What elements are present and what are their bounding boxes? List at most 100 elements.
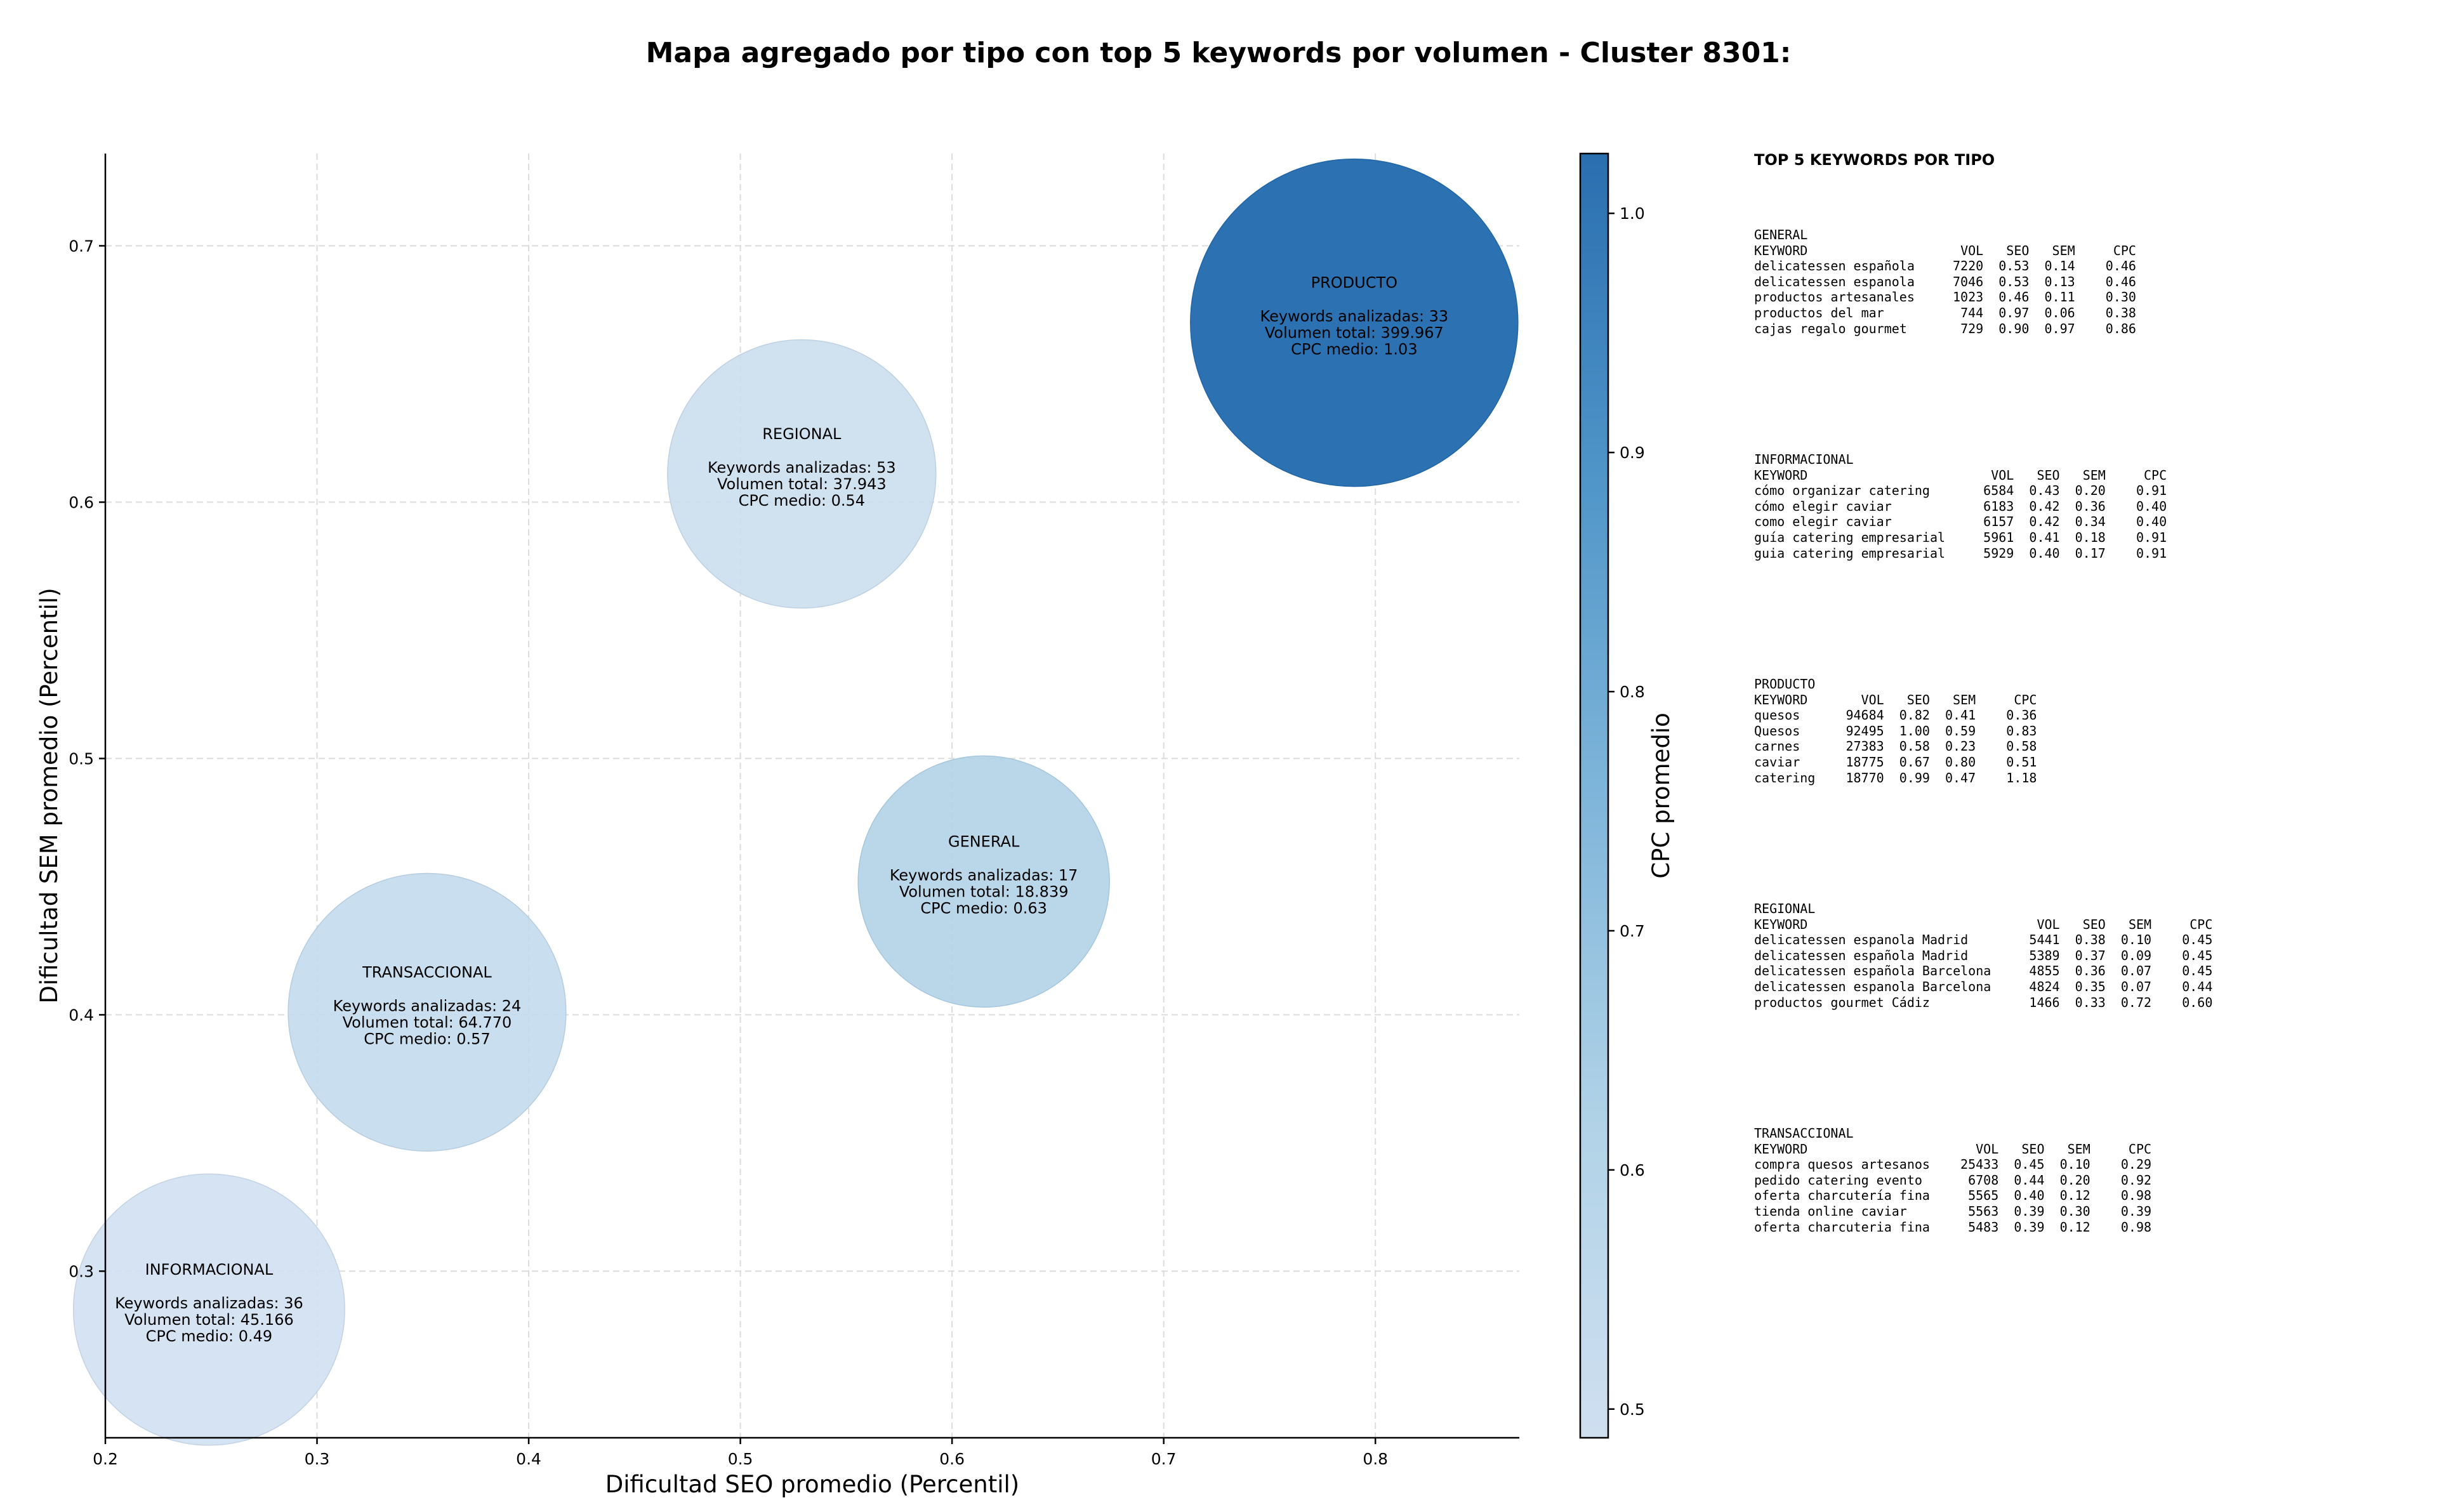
keywords-row: delicatessen española Barcelona 4855 0.36 0…	[1754, 963, 2212, 979]
keywords-cell: 6708	[1968, 1172, 1999, 1188]
keywords-row: como elegir caviar 6157 0.42 0.34 0.40	[1754, 514, 2167, 530]
colorbar-tick-label: 0.8	[1620, 683, 1645, 701]
keywords-cell: caviar	[1754, 754, 1800, 770]
bubble-label-name: REGIONAL	[762, 425, 842, 443]
y-ticks: 0.3 0.4 0.5 0.6 0.7	[69, 237, 105, 1280]
x-tick-label: 0.7	[1151, 1450, 1177, 1468]
bubble-label-name: INFORMACIONAL	[145, 1261, 274, 1279]
bubble-label-name: GENERAL	[948, 832, 1020, 850]
keywords-cell: SEM	[2082, 467, 2106, 483]
keywords-cell: KEYWORD	[1754, 1141, 1808, 1157]
keywords-cell: 0.20	[2059, 1172, 2090, 1188]
colorbar-label: CPC promedio	[1648, 713, 1675, 878]
keywords-row: cajas regalo gourmet 729 0.90 0.97 0.86	[1754, 321, 2136, 337]
keywords-cell: delicatessen espanola	[1754, 273, 1915, 289]
keywords-cell: 0.39	[2014, 1219, 2045, 1235]
keywords-row: oferta charcutería fina 5565 0.40 0.12 0.98	[1754, 1188, 2151, 1204]
keywords-cell: 0.17	[2075, 545, 2106, 561]
keywords-cell: VOL	[1991, 467, 2014, 483]
keywords-cell: SEM	[2067, 1141, 2090, 1157]
y-tick-label: 0.7	[69, 237, 94, 255]
bubble-label-volume: Volumen total: 45.166	[124, 1311, 294, 1329]
bubble-circle	[1190, 158, 1519, 487]
x-tick-label: 0.2	[93, 1450, 118, 1468]
keywords-cell: VOL	[1976, 1141, 1999, 1157]
keywords-row: guía catering empresarial 5961 0.41 0.18 0.9…	[1754, 530, 2167, 546]
keywords-cell: 0.36	[2075, 963, 2106, 979]
y-tick-label: 0.5	[69, 749, 94, 768]
keywords-cell: compra quesos artesanos	[1754, 1157, 1930, 1173]
keywords-cell: VOL	[1960, 242, 1984, 258]
keywords-cell: 0.23	[1945, 739, 1976, 754]
keywords-group-name: REGIONAL	[1754, 901, 1816, 916]
keywords-cell: 0.51	[2006, 754, 2037, 770]
keywords-row: delicatessen espanola 7046 0.53 0.13 0.46	[1754, 274, 2136, 290]
keywords-cell: 0.46	[2105, 273, 2136, 289]
keywords-cell: 0.39	[2120, 1203, 2152, 1219]
keywords-header-row: KEYWORD VOL SEO SEM CPC	[1754, 243, 2136, 259]
keywords-cell: quesos	[1754, 707, 1800, 723]
keywords-cell: 5961	[1983, 529, 2014, 545]
keywords-cell: 18770	[1846, 770, 1884, 786]
x-tick-label: 0.8	[1363, 1450, 1388, 1468]
keywords-cell: 5563	[1968, 1203, 1999, 1219]
keywords-cell: 0.30	[2059, 1203, 2090, 1219]
keywords-cell: 0.36	[2006, 707, 2037, 723]
keywords-panel-heading: TOP 5 KEYWORDS POR TIPO	[1754, 151, 1995, 169]
keywords-cell: 0.92	[2120, 1172, 2152, 1188]
keywords-cell: 0.60	[2182, 994, 2213, 1010]
bubble-label-volume: Volumen total: 399.967	[1265, 324, 1444, 342]
keywords-cell: 0.90	[1998, 320, 2030, 336]
keywords-cell: 744	[1960, 305, 1984, 320]
keywords-cell: delicatessen espanola Madrid	[1754, 932, 1969, 948]
keywords-cell: 0.10	[2059, 1157, 2090, 1173]
keywords-cell: 0.47	[1945, 770, 1976, 786]
keywords-cell: 27383	[1846, 739, 1884, 754]
colorbar-tick-label: 0.9	[1620, 444, 1645, 462]
keywords-cell: 0.44	[2182, 978, 2213, 994]
keywords-cell: catering	[1754, 770, 1816, 786]
keywords-cell: 0.43	[2029, 483, 2060, 499]
x-ticks: 0.2 0.3 0.4 0.5 0.6 0.7 0.8	[93, 1438, 1388, 1468]
keywords-cell: delicatessen española	[1754, 258, 1915, 274]
keywords-row: cómo organizar catering 6584 0.43 0.20 0.91	[1754, 483, 2167, 499]
keywords-cell: 0.86	[2105, 320, 2136, 336]
keywords-cell: 0.98	[2120, 1188, 2152, 1204]
keywords-row: oferta charcuteria fina 5483 0.39 0.12 0.98	[1754, 1219, 2151, 1235]
keywords-cell: CPC	[2144, 467, 2167, 483]
y-tick-label: 0.3	[69, 1262, 94, 1280]
x-tick-label: 0.6	[939, 1450, 965, 1468]
keywords-group-name: TRANSACCIONAL	[1754, 1126, 1854, 1141]
bubble-label-keywords: Keywords analizadas: 36	[115, 1294, 303, 1312]
keywords-cell: 0.91	[2136, 545, 2167, 561]
keywords-cell: 0.10	[2120, 932, 2152, 948]
keywords-cell: KEYWORD	[1754, 692, 1808, 707]
keywords-cell: 0.58	[2006, 739, 2037, 754]
bubble-label-cpc: CPC medio: 1.03	[1291, 341, 1418, 358]
keywords-cell: 0.39	[2014, 1203, 2045, 1219]
keywords-cell: 0.07	[2120, 963, 2152, 979]
keywords-cell: 0.40	[2029, 545, 2060, 561]
keywords-cell: CPC	[2014, 692, 2037, 707]
keywords-cell: 0.13	[2044, 273, 2075, 289]
keywords-cell: 0.46	[1998, 289, 2030, 305]
keywords-row: carnes 27383 0.58 0.23 0.58	[1754, 739, 2037, 754]
keywords-cell: 92495	[1846, 723, 1884, 739]
keywords-cell: cómo organizar catering	[1754, 483, 1930, 499]
bubble-label-volume: Volumen total: 64.770	[343, 1013, 512, 1031]
keywords-cell: 0.45	[2182, 963, 2213, 979]
keywords-cell: guia catering empresarial	[1754, 545, 1946, 561]
keywords-row: delicatessen espanola Barcelona 4824 0.35 0…	[1754, 979, 2212, 995]
keywords-row: caviar 18775 0.67 0.80 0.51	[1754, 754, 2037, 770]
keywords-cell: 5929	[1983, 545, 2014, 561]
keywords-cell: 5441	[2029, 932, 2060, 948]
keywords-row: Quesos 92495 1.00 0.59 0.83	[1754, 723, 2037, 739]
keywords-cell: 0.30	[2105, 289, 2136, 305]
keywords-cell: 0.91	[2136, 529, 2167, 545]
keywords-row: delicatessen española Madrid 5389 0.37 0.09…	[1754, 948, 2212, 964]
keywords-row: productos gourmet Cádiz 1466 0.33 0.72 0.60	[1754, 995, 2212, 1011]
keywords-cell: 0.38	[2105, 305, 2136, 320]
colorbar-tick-label: 0.7	[1620, 922, 1645, 940]
keywords-cell: 4855	[2029, 963, 2060, 979]
